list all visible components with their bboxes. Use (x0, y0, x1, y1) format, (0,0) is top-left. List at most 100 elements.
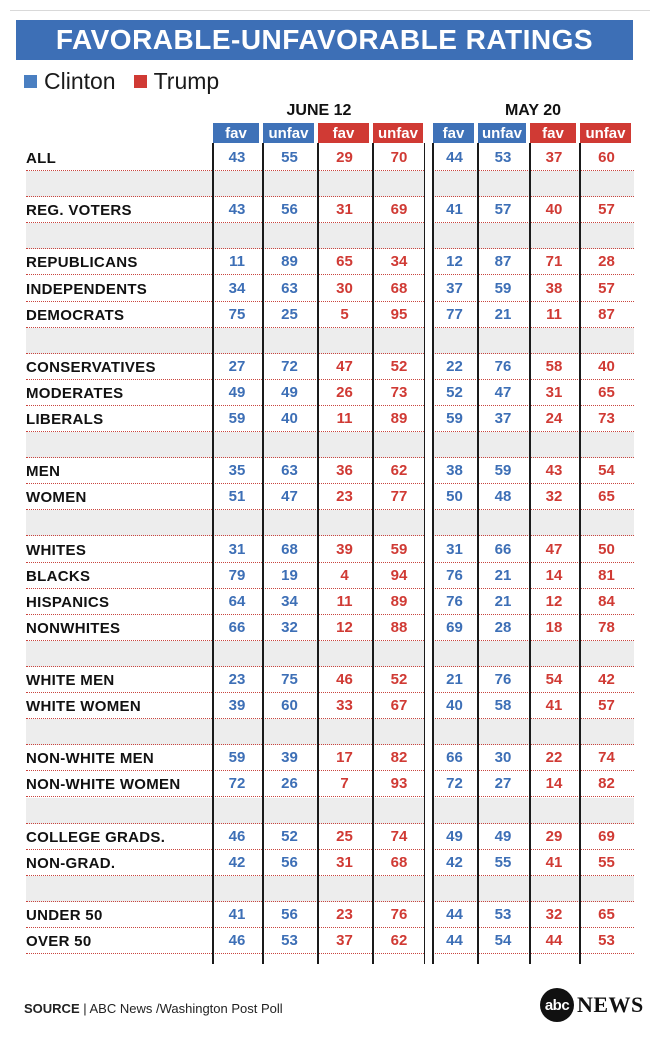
row-divider (26, 509, 634, 511)
row-label: INDEPENDENTS (26, 280, 148, 298)
table-row: DEMOCRATS 75 25 5 95 77 21 11 87 (26, 302, 634, 328)
table-row: WOMEN 51 47 23 77 50 48 32 65 (26, 484, 634, 511)
table-cell-clinton: 55 (494, 853, 512, 871)
table-cell-trump: 88 (390, 618, 408, 636)
table-cell-clinton: 11 (229, 253, 245, 271)
table-cell-trump: 46 (336, 671, 353, 688)
table-cell-clinton: 52 (281, 827, 298, 845)
row-label: WOMEN (26, 489, 87, 507)
table-cell-trump: 41 (545, 697, 563, 715)
table-cell-trump: 55 (598, 853, 615, 871)
table-cell-trump: 37 (545, 149, 563, 166)
row-divider (26, 953, 634, 954)
table-cell-trump: 17 (336, 749, 353, 767)
table-cell-clinton: 76 (446, 592, 463, 610)
table-cell-clinton: 69 (446, 618, 463, 636)
table-cell-trump: 69 (598, 827, 615, 845)
table-cell-clinton: 37 (446, 279, 463, 297)
table-cell-trump: 77 (390, 488, 408, 506)
table-cell-trump: 71 (545, 253, 563, 271)
table-cell-trump: 82 (390, 749, 408, 767)
row-divider (26, 561, 634, 563)
table-row: ALL 43 55 29 70 44 53 37 60 (26, 145, 634, 171)
table-cell-trump: 30 (336, 279, 353, 297)
row-divider (26, 326, 634, 328)
row-label: LIBERALS (26, 411, 104, 428)
table-cell-trump: 89 (390, 410, 408, 427)
table-cell-trump: 70 (390, 149, 408, 166)
row-label: NON-WHITE MEN (26, 750, 155, 768)
table-cell-trump: 89 (390, 592, 408, 610)
table-cell-clinton: 42 (446, 853, 463, 871)
table-cell-trump: 7 (340, 775, 349, 793)
table-cell-clinton: 49 (281, 383, 298, 401)
table-cell-clinton: 23 (228, 671, 246, 688)
row-divider (26, 848, 634, 850)
table-cell-trump: 73 (598, 410, 615, 427)
table-row: HISPANICS 64 34 11 89 76 21 12 84 (26, 589, 634, 615)
table-cell-clinton: 42 (228, 853, 246, 871)
table-cell-clinton: 79 (228, 566, 246, 584)
table-cell-trump: 57 (598, 201, 615, 219)
spacer-row (26, 510, 634, 537)
table-row: CONSERVATIVES 27 72 47 52 22 76 58 40 (26, 354, 634, 380)
table-row: WHITES 31 68 39 59 31 66 47 50 (26, 537, 634, 563)
table-cell-clinton: 50 (446, 488, 463, 506)
row-divider (26, 535, 634, 537)
table-cell-trump: 31 (545, 383, 563, 401)
spacer-row (26, 223, 634, 250)
table-cell-clinton: 72 (446, 775, 463, 793)
table-cell-clinton: 49 (228, 383, 246, 401)
table-cell-trump: 62 (390, 462, 408, 480)
table-row: NON-GRAD. 42 56 31 68 42 55 41 55 (26, 850, 634, 876)
table-cell-trump: 24 (545, 410, 563, 427)
row-divider (26, 718, 634, 720)
column-separator (529, 143, 531, 965)
row-label: WHITE MEN (26, 672, 115, 689)
row-divider (26, 587, 634, 589)
table-cell-clinton: 38 (446, 462, 463, 480)
table-cell-trump: 94 (390, 566, 408, 584)
table-cell-trump: 65 (598, 905, 615, 923)
column-separator (424, 143, 425, 965)
table-cell-trump: 87 (598, 305, 615, 323)
table-cell-trump: 25 (336, 827, 353, 845)
table-cell-clinton: 53 (494, 905, 512, 923)
table-cell-trump: 62 (390, 932, 408, 949)
footer-source: SOURCE | ABC News /Washington Post Poll (24, 1001, 283, 1016)
table-cell-clinton: 47 (281, 488, 298, 506)
table-cell-clinton: 44 (446, 905, 463, 923)
row-label: MODERATES (26, 384, 124, 402)
table-cell-trump: 95 (390, 305, 408, 323)
legend: Clinton Trump (24, 68, 219, 95)
table-cell-trump: 93 (390, 775, 408, 793)
abc-logo-circle: abc (540, 988, 574, 1022)
table-row: MEN 35 63 36 62 38 59 43 54 (26, 458, 634, 485)
legend-label-trump: Trump (153, 68, 220, 94)
period-gap (425, 143, 433, 965)
table-cell-trump: 14 (545, 775, 563, 793)
table-cell-clinton: 21 (494, 566, 512, 584)
table-cell-trump: 33 (336, 697, 353, 715)
column-separator (262, 143, 264, 965)
table-cell-trump: 18 (545, 618, 563, 636)
row-divider (26, 692, 634, 693)
table-cell-clinton: 27 (494, 775, 512, 793)
table-cell-trump: 12 (545, 592, 563, 610)
table-cell-clinton: 58 (494, 697, 512, 715)
column-separator (432, 143, 434, 965)
row-label: BLACKS (26, 567, 91, 585)
column-header-may-clinton-unfav: unfav (478, 123, 526, 143)
table-cell-clinton: 41 (446, 201, 463, 219)
row-label: NONWHITES (26, 619, 121, 637)
table-cell-trump: 32 (545, 488, 563, 506)
table-cell-trump: 14 (545, 566, 563, 584)
table-cell-trump: 12 (336, 618, 353, 636)
table-cell-clinton: 63 (281, 462, 298, 480)
table-cell-clinton: 19 (281, 566, 298, 584)
table-cell-clinton: 59 (228, 749, 246, 767)
table-cell-trump: 38 (545, 279, 563, 297)
row-label: UNDER 50 (26, 906, 103, 924)
table-cell-clinton: 46 (228, 827, 246, 845)
row-label: WHITES (26, 541, 87, 559)
